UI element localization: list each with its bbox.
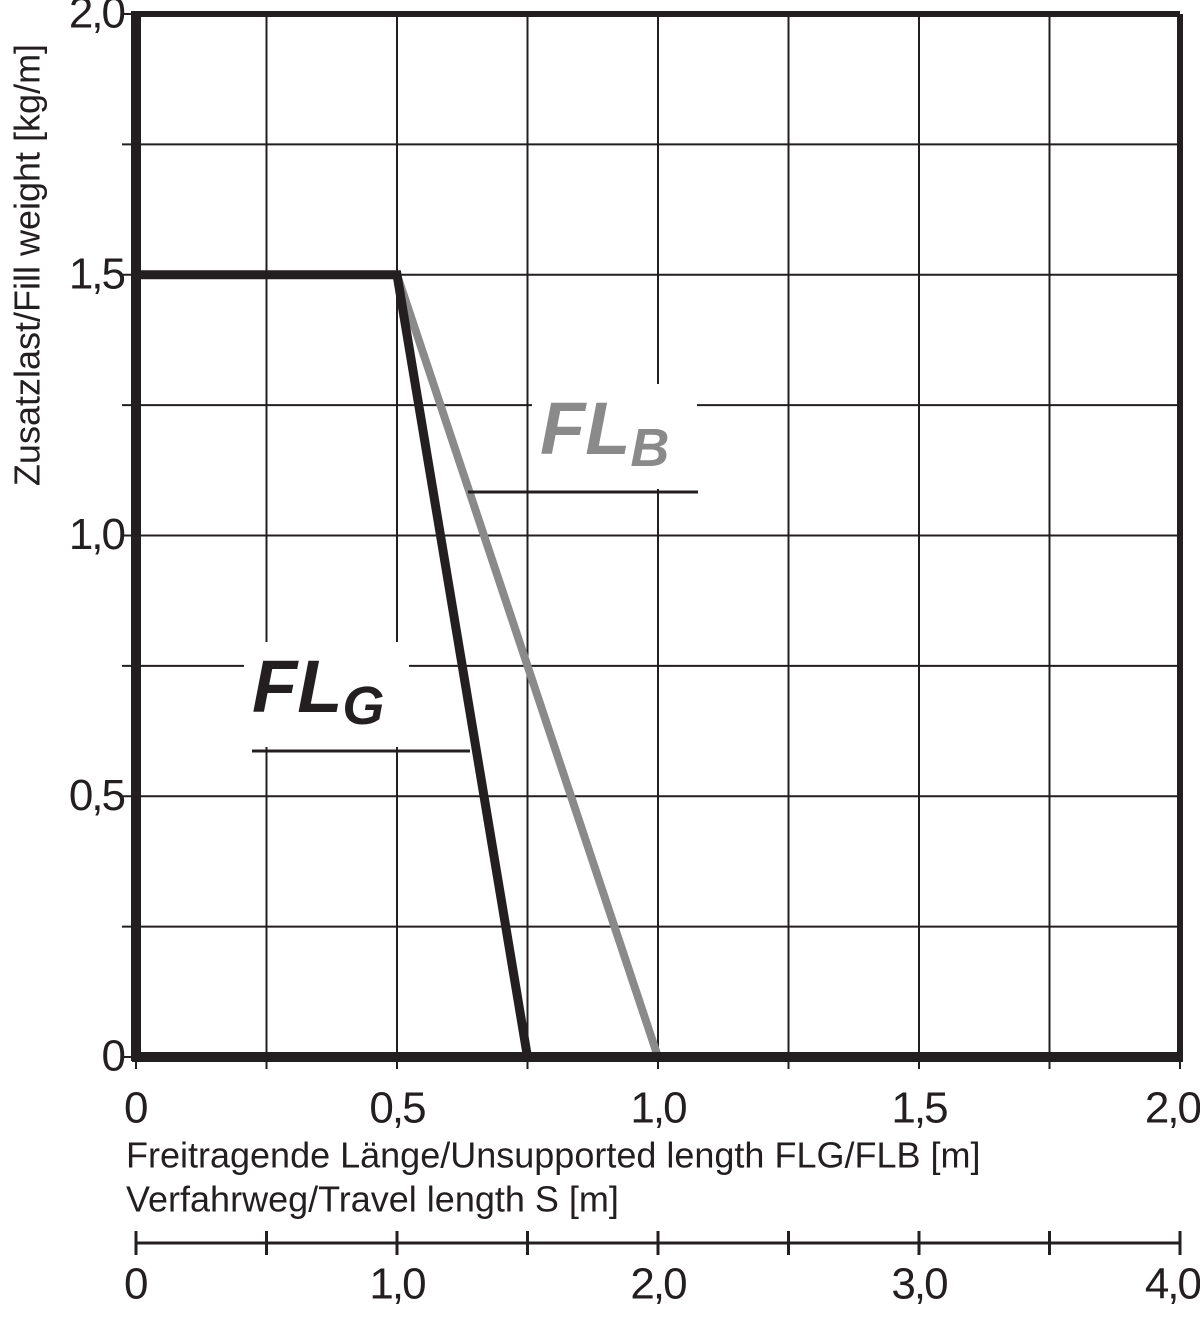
x2-tick-label: 0 (124, 1260, 147, 1309)
y-tick-label: 1,0 (69, 510, 125, 559)
x2-tick-label: 4,0 (1145, 1260, 1200, 1309)
x2-tick-label: 2,0 (630, 1260, 686, 1309)
y-tick-label: 0 (102, 1032, 125, 1081)
y-tick-label: 1,5 (69, 249, 125, 298)
x-axis-title: Freitragende Länge/Unsupported length FL… (126, 1135, 981, 1176)
legend-label-sub: B (630, 418, 669, 478)
legend-label: FLB (540, 387, 669, 479)
x-tick-label: 1,5 (891, 1084, 947, 1133)
x2-tick-label: 1,0 (369, 1260, 425, 1309)
y-tick-label: 2,0 (69, 0, 125, 38)
y-axis-title: Zusatzlast/Fill weight [kg/m] (7, 44, 48, 486)
x-tick-label: 0 (124, 1084, 147, 1133)
x-tick-label: 0,5 (369, 1084, 425, 1133)
x2-axis-title: Verfahrweg/Travel length S [m] (126, 1179, 619, 1220)
x-tick-label: 1,0 (630, 1084, 686, 1133)
legend-label-sub: G (342, 676, 384, 736)
legend-label-main: FL (540, 387, 630, 470)
y-tick-label: 0,5 (69, 771, 125, 820)
series-line (393, 273, 662, 1059)
label-bg (244, 642, 409, 747)
x-tick-label: 2,0 (1145, 1084, 1200, 1133)
x2-tick-label: 3,0 (891, 1260, 947, 1309)
series-line (136, 270, 532, 1058)
legend-label-main: FL (252, 645, 342, 728)
label-bg (532, 384, 697, 489)
legend-label: FLG (252, 645, 384, 737)
